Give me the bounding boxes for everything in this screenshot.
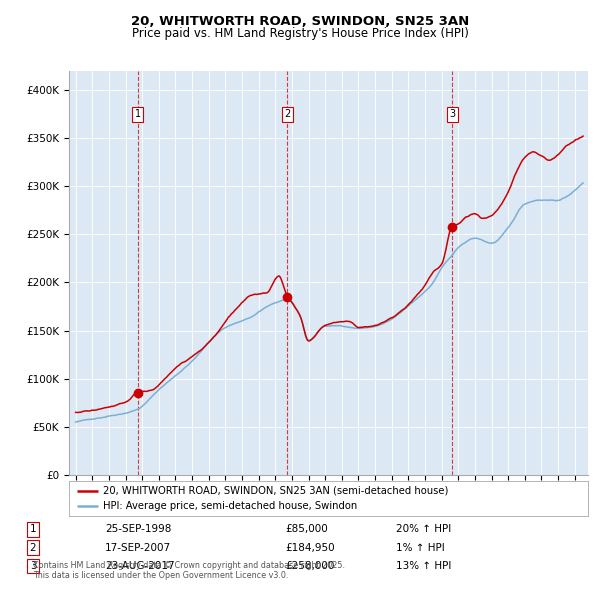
Text: 20% ↑ HPI: 20% ↑ HPI (396, 525, 451, 534)
Text: £184,950: £184,950 (285, 543, 335, 552)
Text: £85,000: £85,000 (285, 525, 328, 534)
Text: HPI: Average price, semi-detached house, Swindon: HPI: Average price, semi-detached house,… (103, 502, 357, 512)
Text: 1% ↑ HPI: 1% ↑ HPI (396, 543, 445, 552)
Text: 2: 2 (29, 543, 37, 552)
Text: 20, WHITWORTH ROAD, SWINDON, SN25 3AN: 20, WHITWORTH ROAD, SWINDON, SN25 3AN (131, 15, 469, 28)
Text: 3: 3 (449, 109, 455, 119)
Text: 13% ↑ HPI: 13% ↑ HPI (396, 561, 451, 571)
Text: 25-SEP-1998: 25-SEP-1998 (105, 525, 172, 534)
Text: 23-AUG-2017: 23-AUG-2017 (105, 561, 175, 571)
Text: 17-SEP-2007: 17-SEP-2007 (105, 543, 171, 552)
Text: 2: 2 (284, 109, 290, 119)
Text: 20, WHITWORTH ROAD, SWINDON, SN25 3AN (semi-detached house): 20, WHITWORTH ROAD, SWINDON, SN25 3AN (s… (103, 486, 448, 496)
Text: 3: 3 (29, 561, 37, 571)
Text: Contains HM Land Registry data © Crown copyright and database right 2025.
This d: Contains HM Land Registry data © Crown c… (33, 560, 345, 580)
Text: 1: 1 (29, 525, 37, 534)
Text: Price paid vs. HM Land Registry's House Price Index (HPI): Price paid vs. HM Land Registry's House … (131, 27, 469, 40)
Text: 1: 1 (134, 109, 141, 119)
Text: £258,000: £258,000 (285, 561, 334, 571)
